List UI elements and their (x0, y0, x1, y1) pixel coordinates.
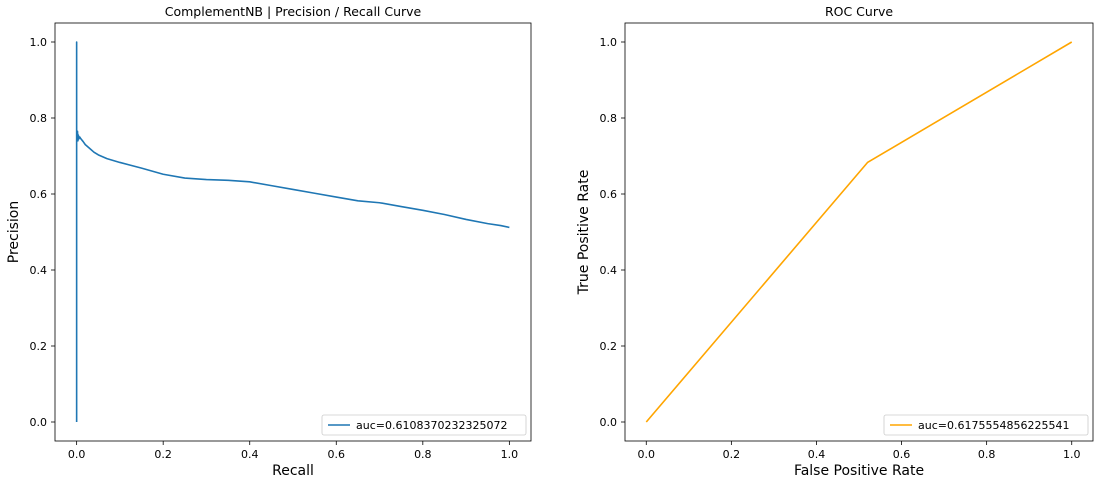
pr-x-tick-label: 0.6 (328, 448, 346, 461)
roc-legend (883, 414, 1089, 436)
pr-x-tick-label: 1.0 (501, 448, 519, 461)
roc-y-tick-label: 0.2 (600, 340, 618, 353)
pr-y-tick-label: 0.0 (30, 416, 48, 429)
pr-y-tick-label: 0.8 (30, 112, 48, 125)
pr-chart-title: ComplementNB | Precision / Recall Curve (165, 4, 422, 19)
roc-x-tick-label: 0.0 (638, 448, 656, 461)
roc-y-tick-label: 0.0 (600, 416, 618, 429)
pr-x-tick-label: 0.2 (154, 448, 172, 461)
roc-chart: 0.0 0.2 0.4 0.6 0.8 1.0 0.0 0.2 0.4 0.6 0.8 1.0 ROC … (576, 4, 1094, 479)
pr-y-tick-label: 0.2 (30, 340, 48, 353)
pr-axes-frame (54, 22, 532, 442)
roc-y-tick-label: 0.6 (600, 188, 618, 201)
roc-x-tick-label: 0.6 (893, 448, 911, 461)
pr-y-axis-label: Precision (6, 201, 22, 263)
roc-x-tick-label: 0.8 (978, 448, 996, 461)
roc-chart-title: ROC Curve (825, 4, 893, 19)
pr-y-tick-label: 0.6 (30, 188, 48, 201)
pr-y-tick-label: 1.0 (30, 36, 48, 49)
roc-y-axis-label: True Positive Rate (576, 170, 592, 296)
roc-y-tick-label: 1.0 (600, 36, 618, 49)
pr-y-tick-label: 0.4 (30, 264, 48, 277)
roc-x-tick-label: 0.2 (723, 448, 741, 461)
roc-series-line (645, 41, 1073, 423)
roc-x-tick-label: 1.0 (1063, 448, 1081, 461)
roc-y-tick-label: 0.8 (600, 112, 618, 125)
roc-legend-label: auc=0.6175554856225541 (918, 419, 1069, 432)
roc-x-axis-label: False Positive Rate (794, 463, 924, 479)
pr-x-axis-label: Recall (272, 463, 314, 479)
pr-x-tick-label: 0.4 (241, 448, 259, 461)
pr-legend (321, 414, 527, 436)
roc-y-tick-label: 0.4 (600, 264, 618, 277)
pr-series-line (75, 41, 510, 422)
pr-legend-label: auc=0.6108370232325072 (356, 419, 507, 432)
pr-x-tick-label: 0.8 (414, 448, 432, 461)
pr-x-tick-label: 0.0 (68, 448, 86, 461)
roc-axes-frame (624, 22, 1094, 442)
precision-recall-chart: 0.0 0.2 0.4 0.6 0.8 1.0 0.0 0.2 0.4 0.6 0.8 1.0 Comp… (6, 4, 532, 479)
roc-x-tick-label: 0.4 (808, 448, 826, 461)
